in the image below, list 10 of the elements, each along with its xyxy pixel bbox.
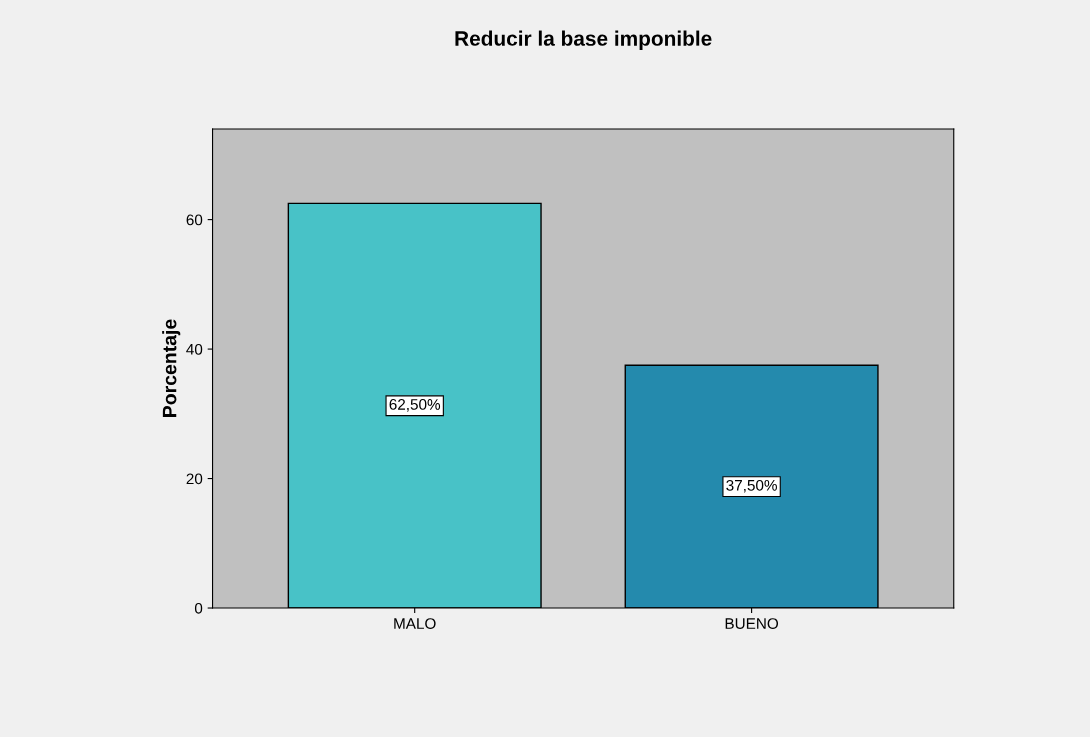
chart-title: Reducir la base imponible	[455, 30, 712, 50]
y-tick-label: 20	[186, 473, 203, 485]
data-label: 62,50%	[389, 399, 441, 412]
y-tick-label: 0	[194, 602, 203, 614]
x-tick-label: BUENO	[725, 618, 779, 629]
data-label: 37,50%	[726, 479, 777, 493]
y-tick-label: 40	[186, 343, 203, 355]
x-tick-label: MALO	[394, 618, 436, 629]
y-tick-label: 60	[186, 214, 203, 226]
y-axis-title: Porcentaje	[162, 319, 181, 417]
